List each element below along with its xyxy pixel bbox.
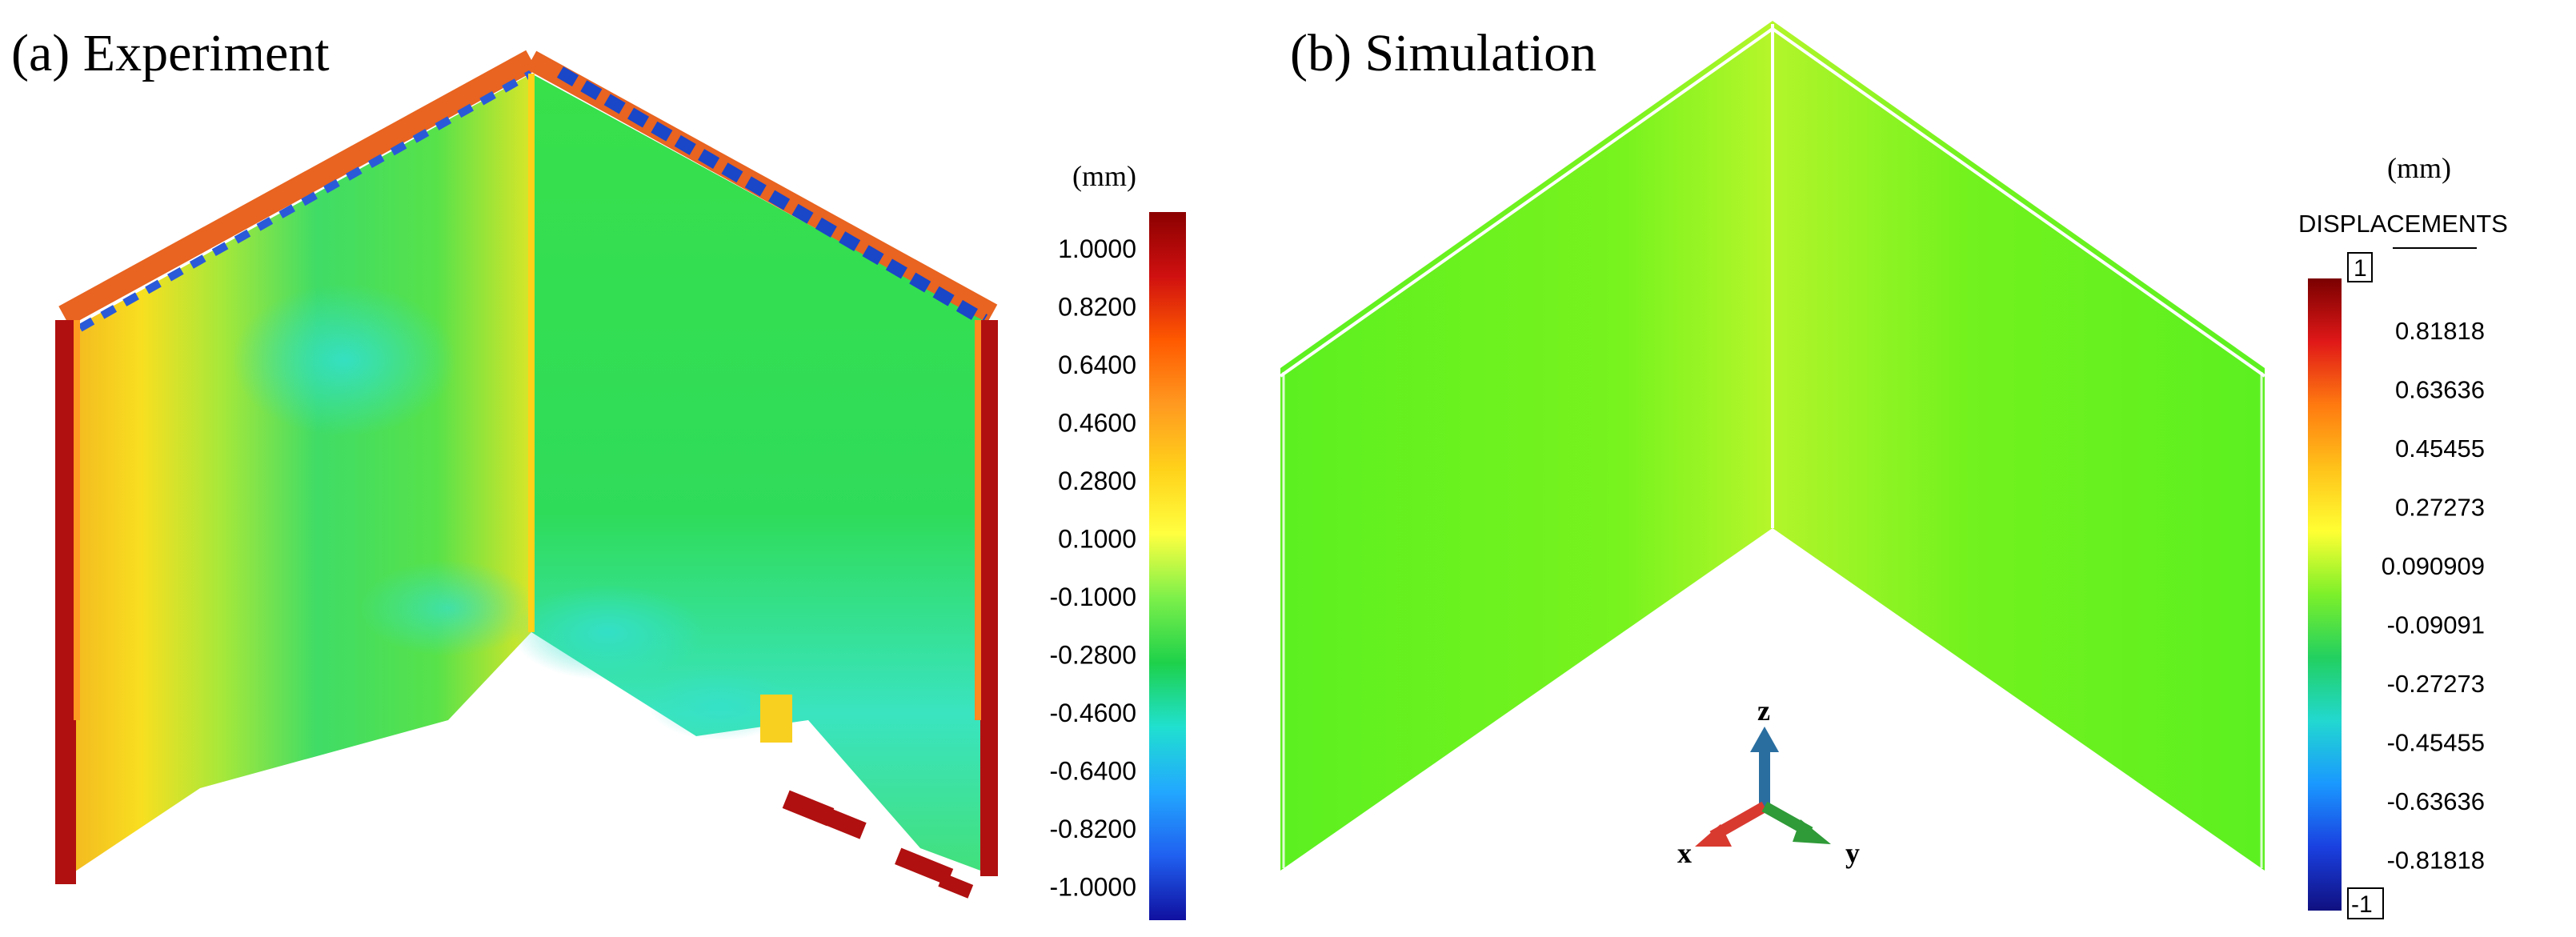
experiment-colorbar-tick-label: 0.6400: [1058, 350, 1136, 379]
simulation-panel: (b) Simulation z x y (mm) DISPLACEMENTS: [1279, 21, 2508, 919]
y-axis-arrow: [1793, 819, 1831, 844]
experiment-unit-label: (mm): [1072, 160, 1136, 192]
experiment-colorbar-tick-label: -0.2800: [1049, 641, 1136, 670]
displacements-title: DISPLACEMENTS: [2298, 210, 2508, 238]
min-value-label: -1: [2351, 891, 2373, 918]
experiment-colorbar-tick-label: 0.2800: [1058, 466, 1136, 495]
experiment-colorbar-tick-label: 0.1000: [1058, 525, 1136, 554]
simulation-colorbar-tick-label: -0.63636: [2387, 787, 2485, 815]
experiment-colorbar-tick-label: -1.0000: [1049, 873, 1136, 902]
simulation-right-wall: [1773, 21, 2265, 871]
experiment-cyan-region: [232, 284, 456, 436]
simulation-colorbar-tick-label: -0.45455: [2387, 729, 2485, 757]
simulation-unit-label: (mm): [2387, 152, 2451, 184]
simulation-colorbar-tick-label: -0.27273: [2387, 670, 2485, 698]
min-value-box: [2347, 887, 2384, 919]
simulation-colorbar-tick-label: -0.81818: [2387, 847, 2485, 875]
max-value-label: 1: [2354, 255, 2367, 282]
simulation-colorbar-tick-label: 0.45455: [2395, 434, 2485, 462]
simulation-plate-model: [1279, 21, 2266, 871]
experiment-colorbar-tick-label: -0.4600: [1049, 699, 1136, 727]
y-axis-label: y: [1845, 837, 1860, 869]
simulation-colorbar-tick-label: 0.27273: [2395, 494, 2485, 522]
experiment-left-top-edge: [58, 50, 537, 326]
x-axis-label: x: [1677, 837, 1692, 869]
experiment-title: (a) Experiment: [11, 24, 330, 82]
max-value-box: [2347, 252, 2373, 282]
experiment-colorbar-tick-label: 0.4600: [1058, 409, 1136, 438]
simulation-colorbar: [2308, 278, 2342, 911]
experiment-colorbar-tick-label: -0.1000: [1049, 583, 1136, 611]
experiment-colorbar-ticks: 1.0000 0.8200 0.6400 0.4600 0.2800 0.1000 -0.1…: [1049, 234, 1136, 902]
experiment-panel: (a) Experiment: [11, 24, 1186, 920]
experiment-plate-model: [55, 50, 998, 899]
experiment-yellow-patch: [760, 695, 792, 743]
simulation-colorbar-tick-label: 0.81818: [2395, 317, 2485, 345]
simulation-left-wall: [1280, 21, 1773, 871]
z-axis-label: z: [1757, 695, 1770, 727]
experiment-colorbar-tick-label: 0.8200: [1058, 293, 1136, 322]
simulation-colorbar-tick-label: 0.63636: [2395, 376, 2485, 404]
experiment-colorbar-tick-label: 1.0000: [1058, 234, 1136, 263]
experiment-outlier-points: [782, 790, 974, 899]
x-axis-arrow: [1695, 824, 1732, 847]
simulation-title: (b) Simulation: [1290, 24, 1596, 82]
coordinate-axes: z x y: [1677, 695, 1860, 869]
experiment-colorbar-tick-label: -0.8200: [1049, 815, 1136, 843]
simulation-colorbar-ticks: 0.81818 0.63636 0.45455 0.27273 0.090909 -0.0…: [2382, 317, 2485, 875]
simulation-colorbar-tick-label: 0.090909: [2382, 552, 2485, 580]
simulation-colorbar-tick-label: -0.09091: [2387, 611, 2485, 639]
experiment-colorbar-tick-label: -0.6400: [1049, 757, 1136, 786]
experiment-colorbar: [1149, 212, 1186, 920]
z-axis-arrow: [1750, 727, 1779, 752]
